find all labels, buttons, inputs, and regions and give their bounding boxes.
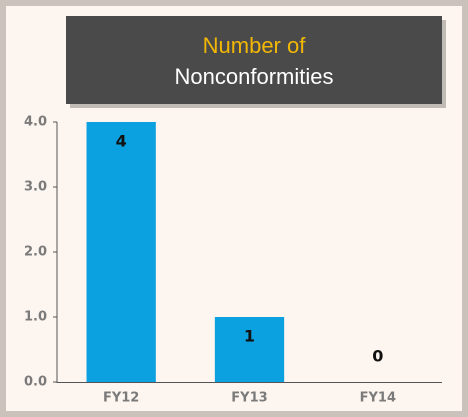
bar [214,317,285,382]
chart-title: Number of [203,33,307,58]
chart-subtitle: Nonconformities [175,64,334,89]
data-label: 0 [372,347,383,366]
y-tick-label: 1.0 [24,310,47,325]
y-tick-label: 0.0 [24,375,47,390]
x-tick-label: FY13 [231,391,267,406]
title-box [66,16,442,104]
x-tick-label: FY12 [103,391,139,406]
x-tick-label: FY14 [360,391,396,406]
data-label: 1 [244,327,255,346]
data-label: 4 [116,132,127,151]
y-tick-label: 2.0 [24,245,47,260]
bar [86,122,156,382]
y-tick-label: 3.0 [24,180,47,195]
y-tick-label: 4.0 [24,115,47,130]
